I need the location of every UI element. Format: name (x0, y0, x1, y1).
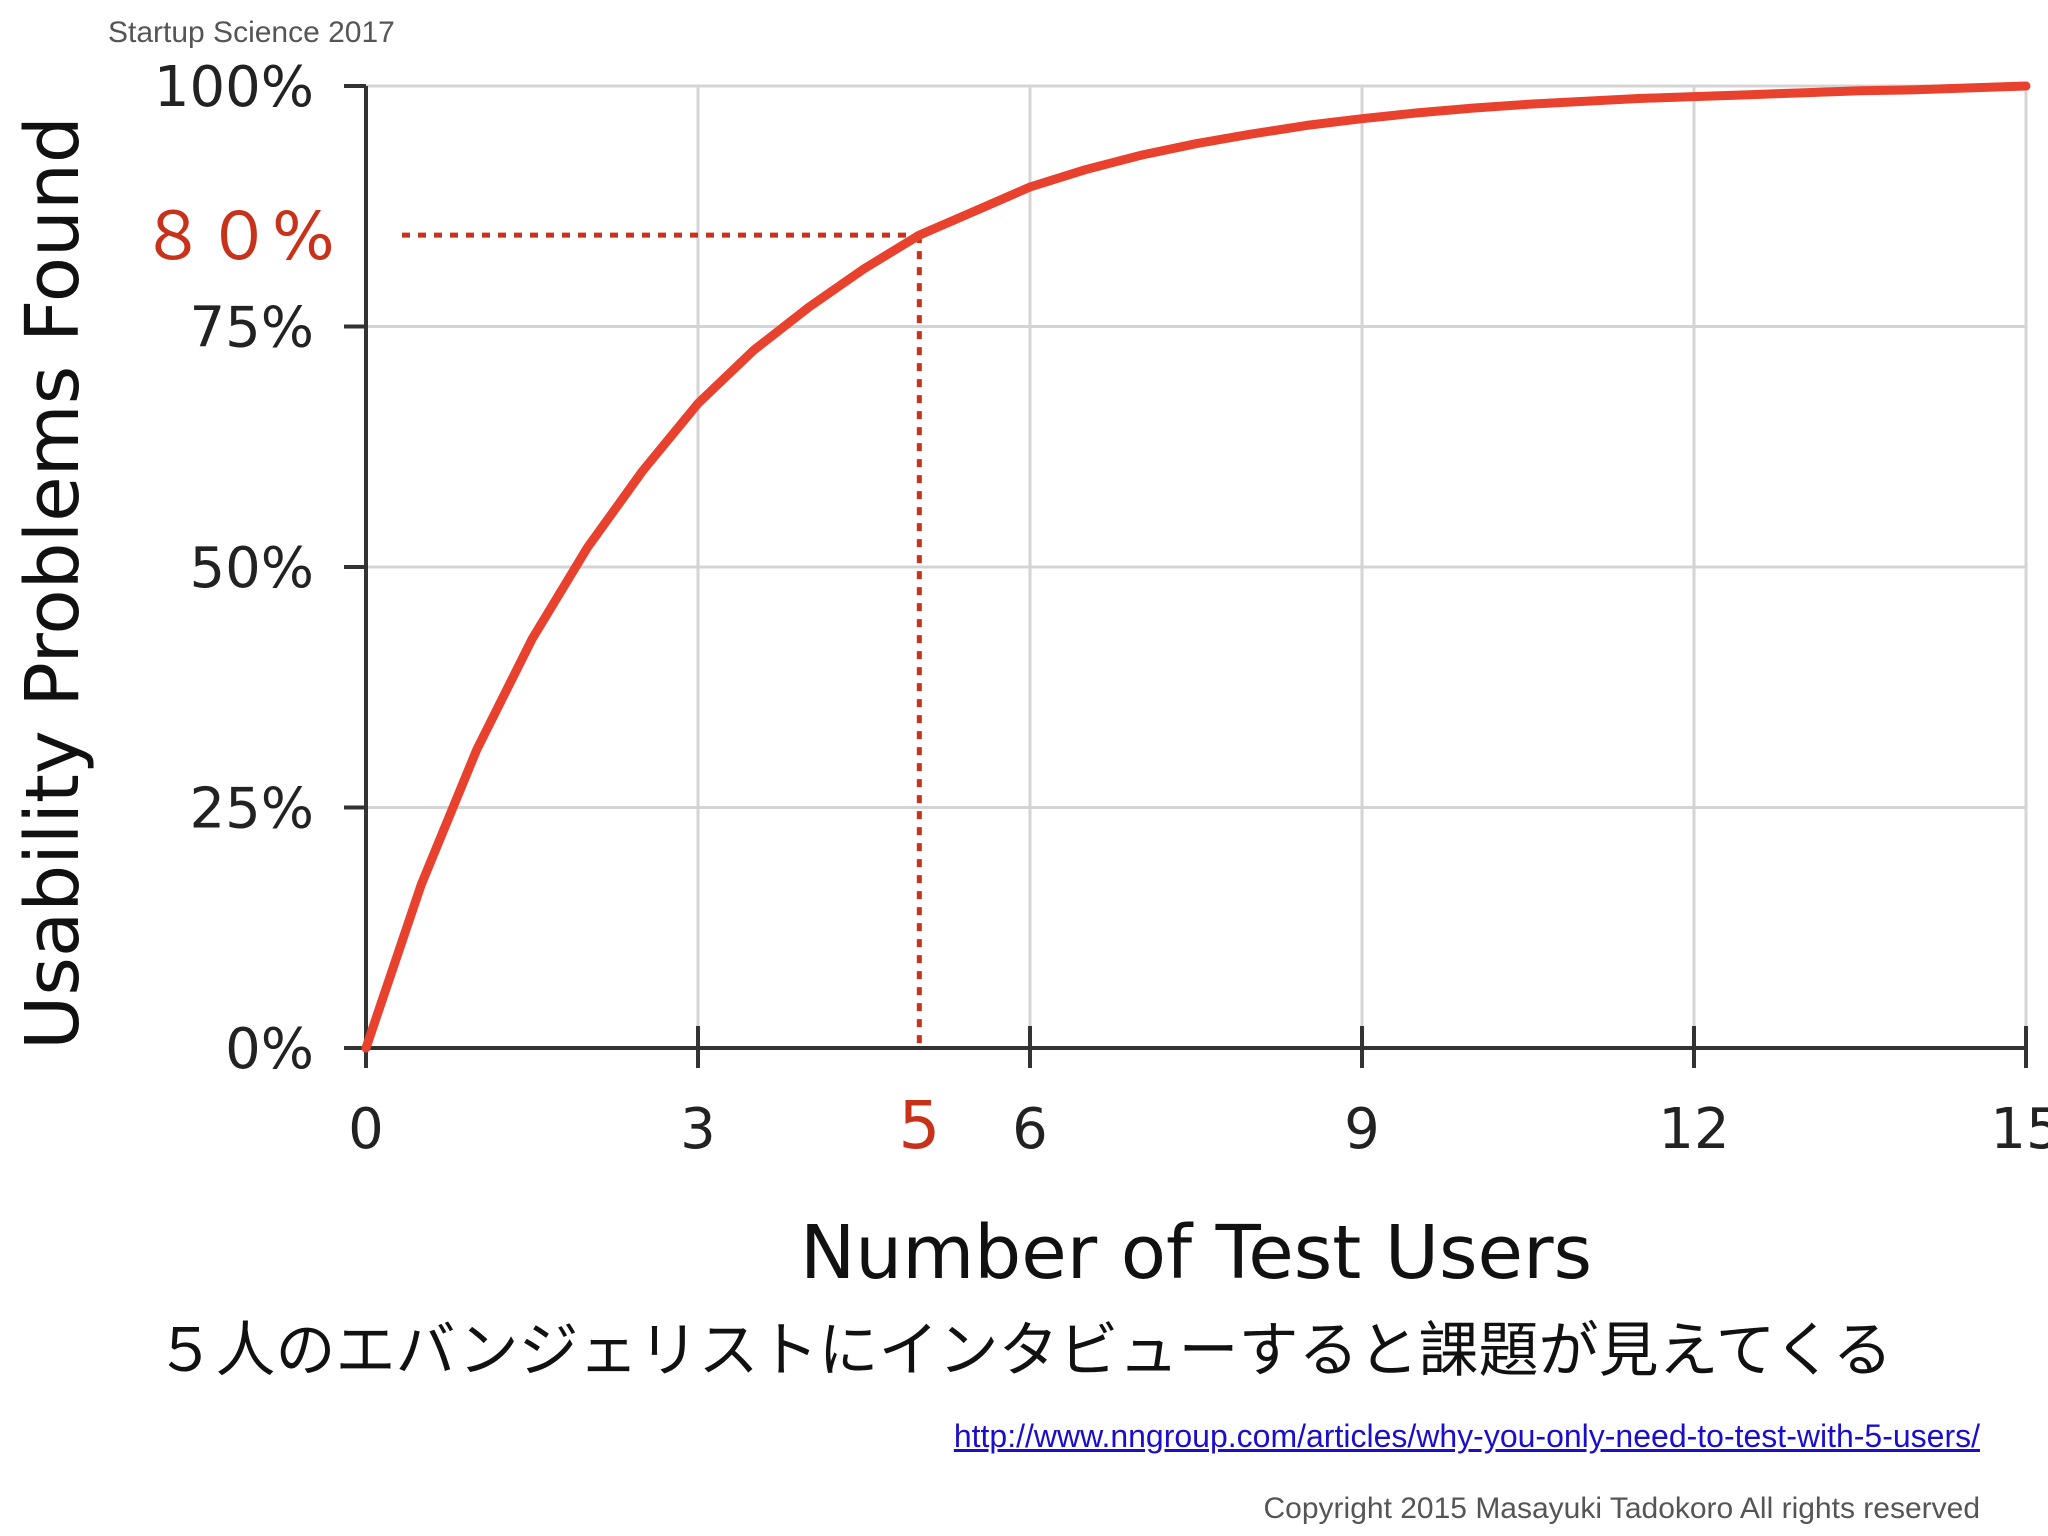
copyright: Copyright 2015 Masayuki Tadokoro All rig… (1263, 1492, 1980, 1525)
series-line (361, 81, 2031, 1053)
x-tick-label: 15 (1990, 1097, 2048, 1162)
grid-lines (366, 84, 2028, 1048)
x-axis-title: Number of Test Users (800, 1210, 1592, 1296)
y-tick-label: 100% (154, 55, 314, 120)
y-tick-label: 50% (190, 536, 314, 601)
reference-lines (402, 232, 922, 1048)
x-tick-label: 9 (1344, 1097, 1380, 1162)
annotation-labels: ８０% 5 (140, 198, 940, 1164)
usability-chart: 0% 25% 50% 75% 100% 0 3 6 9 12 15 ８０% 5 Number of T… (10, 55, 2048, 1296)
y-tick-label: 25% (190, 777, 314, 842)
highlight-x-label: 5 (898, 1087, 940, 1164)
tick-labels: 0% 25% 50% 75% 100% 0 3 6 9 12 15 (154, 55, 2048, 1162)
axes (344, 84, 2028, 1068)
x-tick-label: 6 (1012, 1097, 1048, 1162)
y-axis-title: Usability Problems Found (10, 116, 96, 1050)
caption: ５人のエバンジェリストにインタビューすると課題が見えてくる (155, 1316, 1893, 1386)
x-tick-label: 0 (348, 1097, 384, 1162)
highlight-y-label: ８０% (140, 198, 335, 275)
slide-header: Startup Science 2017 (108, 16, 395, 49)
x-tick-label: 12 (1658, 1097, 1729, 1162)
y-tick-label: 75% (190, 296, 314, 361)
source-link[interactable]: http://www.nngroup.com/articles/why-you-… (953, 1418, 1980, 1454)
y-tick-label: 0% (225, 1017, 314, 1082)
x-tick-label: 3 (680, 1097, 716, 1162)
